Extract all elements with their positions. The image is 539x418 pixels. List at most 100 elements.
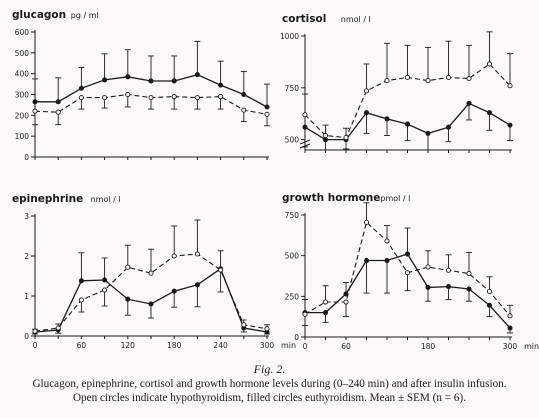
data-point	[322, 132, 329, 139]
series-hypothyroid	[32, 91, 270, 127]
data-point	[384, 78, 390, 84]
data-point	[384, 238, 390, 244]
data-point	[194, 95, 200, 101]
data-point	[78, 278, 84, 284]
data-point	[302, 311, 308, 317]
data-point	[322, 299, 329, 305]
chart-title: epinephrine	[12, 193, 83, 205]
data-point	[466, 100, 472, 106]
data-point	[102, 287, 108, 293]
chart-unit: pg / ml	[71, 11, 99, 20]
figure-caption-line-2: Open circles indicate hypothyroidism, fi…	[72, 392, 467, 404]
data-point	[55, 109, 61, 115]
data-point	[32, 99, 38, 105]
y-tick-label: 0	[294, 333, 299, 342]
y-tick-label: 250	[285, 292, 300, 301]
data-point	[507, 83, 513, 89]
data-point	[486, 110, 493, 116]
data-point	[404, 121, 411, 127]
y-tick-label: 3	[24, 212, 29, 221]
chart-title: glucagon	[12, 9, 66, 21]
series-line	[34, 267, 268, 333]
data-point	[55, 325, 61, 331]
series-hypothyroid	[32, 219, 270, 334]
data-point	[125, 91, 131, 98]
data-point	[171, 288, 177, 294]
data-point	[102, 77, 108, 83]
chart-panel-2: epinephrine nmol / l 0 1 2 3 0 60 120 180 240 300 mi…	[12, 193, 296, 350]
x-axis-unit: min	[281, 341, 296, 350]
data-point	[445, 74, 452, 81]
data-point	[32, 328, 38, 334]
data-point	[125, 74, 131, 80]
figure-caption-line-1: Glucagon, epinephrine, cortisol and grow…	[32, 378, 507, 390]
x-tick-label: 240	[213, 341, 228, 350]
data-point	[425, 130, 431, 136]
x-tick-label: 60	[77, 341, 87, 350]
data-point	[384, 116, 390, 122]
y-tick-label: 750	[285, 211, 300, 220]
data-point	[241, 91, 247, 98]
series-hypothyroid	[302, 31, 513, 141]
data-point	[507, 122, 513, 128]
data-point	[302, 112, 308, 118]
data-point	[148, 78, 154, 84]
data-point	[486, 302, 493, 308]
chart-unit: nmol / l	[341, 15, 371, 24]
y-tick-label: 2	[24, 252, 29, 261]
data-point	[171, 78, 177, 84]
y-tick-label: 0	[24, 153, 29, 162]
data-point	[404, 74, 411, 81]
x-axis-unit: min	[524, 342, 539, 351]
data-point	[78, 85, 84, 91]
data-point	[194, 72, 200, 78]
data-point	[264, 104, 270, 110]
data-point	[486, 61, 493, 67]
data-point	[194, 251, 200, 257]
data-point	[363, 110, 370, 116]
data-point	[148, 301, 154, 307]
data-point	[466, 271, 472, 277]
data-point	[218, 267, 224, 273]
data-point	[486, 288, 493, 295]
y-tick-label: 200	[15, 111, 30, 120]
series-euthyroid	[302, 227, 513, 334]
data-point	[322, 137, 329, 143]
chart-unit: nmol / l	[91, 195, 121, 204]
data-point	[148, 270, 154, 276]
y-tick-label: 500	[285, 252, 300, 261]
x-tick-label: 300	[260, 341, 275, 350]
series-euthyroid	[302, 100, 513, 151]
chart-title: growth hormone	[282, 192, 380, 204]
data-point	[425, 264, 431, 270]
y-tick-label: 400	[15, 70, 30, 79]
data-point	[125, 264, 131, 270]
data-point	[78, 297, 84, 303]
y-tick-label: 1	[24, 292, 29, 301]
chart-title: cortisol	[282, 13, 326, 25]
data-point	[218, 82, 224, 88]
data-point	[445, 284, 452, 290]
data-point	[363, 257, 370, 264]
data-point	[32, 108, 38, 114]
y-tick-label: 600	[15, 28, 30, 37]
data-point	[264, 326, 270, 332]
data-point	[363, 219, 370, 225]
data-point	[102, 95, 108, 101]
series-euthyroid	[32, 40, 270, 110]
x-tick-label: 120	[121, 341, 136, 350]
data-point	[218, 94, 224, 100]
data-point	[425, 284, 431, 290]
data-point	[507, 313, 513, 319]
x-tick-label: 0	[303, 342, 308, 351]
data-point	[148, 95, 154, 101]
y-tick-label: 500	[285, 136, 300, 145]
data-point	[445, 124, 452, 130]
data-point	[363, 88, 370, 94]
y-tick-label: 0	[24, 332, 29, 341]
y-tick-label: 1000	[280, 32, 299, 41]
data-point	[171, 94, 177, 100]
chart-panel-3: growth hormone pmol / l 0 250 500 750 0 60 180 30…	[282, 192, 539, 351]
data-point	[445, 267, 452, 273]
series-line	[34, 253, 268, 332]
